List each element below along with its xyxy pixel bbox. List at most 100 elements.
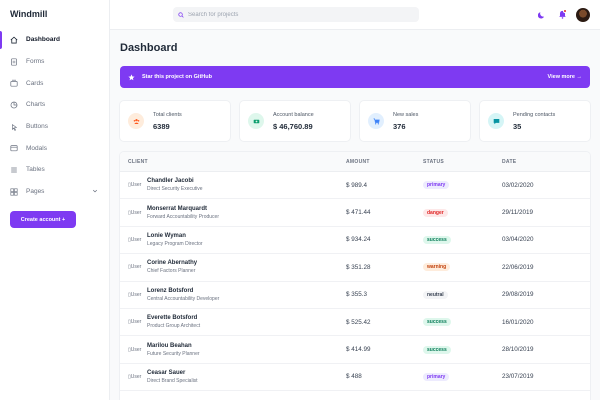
user-avatar: ▯User image bbox=[128, 345, 143, 354]
sidebar-item-label: Dashboard bbox=[26, 36, 60, 44]
status-badge: primary bbox=[423, 181, 450, 190]
app-logo[interactable]: Windmill bbox=[10, 9, 48, 19]
pages-icon bbox=[10, 188, 18, 196]
status-badge: success bbox=[423, 318, 451, 327]
broken-image-icon: ▯ bbox=[128, 209, 131, 216]
stat-card-pending-contacts: Pending contacts 35 bbox=[480, 101, 590, 141]
sidebar-item-charts[interactable]: Charts bbox=[0, 94, 110, 116]
sidebar-item-label: Tables bbox=[26, 166, 45, 174]
stat-value: $ 46,760.89 bbox=[273, 121, 313, 131]
client-job: Forward Accountability Producer bbox=[147, 213, 219, 220]
stat-label: New sales bbox=[393, 111, 419, 118]
sidebar-item-label: Modals bbox=[26, 144, 47, 152]
column-header-client: CLIENT bbox=[128, 158, 148, 165]
github-star-banner[interactable]: Star this project on GitHub View more → bbox=[120, 66, 590, 88]
date-cell: 03/02/2020 bbox=[502, 181, 534, 189]
status-cell: success bbox=[423, 318, 502, 327]
broken-image-icon: ▯ bbox=[128, 236, 131, 243]
cards-icon bbox=[10, 79, 18, 87]
user-avatar: ▯User image bbox=[128, 372, 143, 381]
avatar[interactable] bbox=[576, 8, 590, 22]
sidebar-item-label: Charts bbox=[26, 101, 46, 109]
broken-image-icon: ▯ bbox=[128, 319, 131, 326]
client-name: Everette Botsford bbox=[147, 315, 198, 322]
sidebar-item-tables[interactable]: Tables bbox=[0, 159, 110, 181]
broken-image-icon: ▯ bbox=[128, 182, 131, 189]
avatar-alt-text: User image bbox=[130, 346, 143, 353]
stat-label: Account balance bbox=[273, 111, 314, 118]
date-cell: 28/10/2019 bbox=[502, 346, 534, 354]
column-header-date: DATE bbox=[502, 158, 517, 165]
avatar-alt-text: User image bbox=[130, 373, 143, 380]
sidebar: Windmill Dashboard Forms Cards Charts Bu… bbox=[0, 0, 110, 400]
sidebar-item-label: Buttons bbox=[26, 123, 49, 131]
forms-icon bbox=[10, 57, 18, 66]
page-title: Dashboard bbox=[120, 42, 178, 54]
table-header: CLIENT AMOUNT STATUS DATE bbox=[120, 152, 590, 172]
client-name: Monserrat Marquardt bbox=[147, 205, 208, 212]
sidebar-item-buttons[interactable]: Buttons bbox=[0, 116, 110, 138]
chart-icon bbox=[10, 101, 18, 109]
user-avatar: ▯User image bbox=[128, 318, 143, 327]
stat-value: 376 bbox=[393, 121, 406, 131]
avatar-alt-text: User image bbox=[130, 264, 143, 271]
star-icon bbox=[128, 73, 135, 80]
stat-label: Total clients bbox=[153, 111, 182, 118]
sidebar-item-forms[interactable]: Forms bbox=[0, 51, 110, 73]
client-job: Central Accountability Developer bbox=[147, 295, 220, 302]
sidebar-item-modals[interactable]: Modals bbox=[0, 137, 110, 159]
sidebar-item-dashboard[interactable]: Dashboard bbox=[0, 29, 110, 51]
amount-cell: $ 488 bbox=[346, 373, 362, 381]
broken-image-icon: ▯ bbox=[128, 373, 131, 380]
broken-image-icon: ▯ bbox=[128, 291, 131, 298]
status-cell: primary bbox=[423, 372, 502, 381]
amount-cell: $ 471.44 bbox=[346, 209, 371, 217]
status-badge: warning bbox=[423, 263, 451, 272]
sidebar-item-pages[interactable]: Pages bbox=[0, 181, 110, 203]
broken-image-icon: ▯ bbox=[128, 346, 131, 353]
user-avatar: ▯User image bbox=[128, 181, 143, 190]
stat-label: Pending contacts bbox=[513, 111, 556, 118]
avatar-alt-text: User image bbox=[130, 182, 143, 189]
notification-badge bbox=[563, 9, 567, 13]
client-job: Direct Brand Specialist bbox=[147, 377, 198, 384]
cursor-icon bbox=[10, 123, 18, 131]
sidebar-item-label: Pages bbox=[26, 188, 45, 196]
client-job: Direct Security Executive bbox=[147, 186, 203, 193]
sidebar-nav: Dashboard Forms Cards Charts Buttons Mod… bbox=[0, 29, 110, 203]
user-avatar: ▯User image bbox=[128, 208, 143, 217]
home-icon bbox=[10, 36, 18, 44]
view-more-link[interactable]: View more → bbox=[547, 74, 582, 80]
create-account-button[interactable]: Create account + bbox=[10, 211, 76, 228]
avatar-alt-text: User image bbox=[130, 319, 143, 326]
stat-value: 6389 bbox=[153, 121, 170, 131]
users-icon bbox=[128, 113, 144, 129]
client-name: Marilou Beahan bbox=[147, 342, 192, 349]
status-badge: success bbox=[423, 235, 451, 244]
moon-icon[interactable] bbox=[538, 11, 546, 19]
search-input[interactable] bbox=[188, 11, 408, 18]
search-box[interactable] bbox=[173, 7, 419, 22]
user-avatar: ▯User image bbox=[128, 235, 143, 244]
chevron-down-icon[interactable] bbox=[92, 188, 98, 194]
client-job: Legacy Program Director bbox=[147, 240, 203, 247]
avatar-alt-text: User image bbox=[130, 209, 143, 216]
sidebar-item-cards[interactable]: Cards bbox=[0, 72, 110, 94]
stat-card-account-balance: Account balance $ 46,760.89 bbox=[240, 101, 350, 141]
client-name: Lorenz Botsford bbox=[147, 287, 194, 294]
amount-cell: $ 351.28 bbox=[346, 263, 371, 271]
table-icon bbox=[10, 166, 18, 174]
